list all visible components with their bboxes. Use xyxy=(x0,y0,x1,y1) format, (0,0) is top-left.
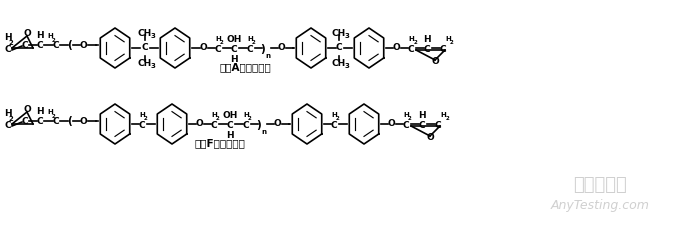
Text: O: O xyxy=(23,106,31,114)
Text: 2: 2 xyxy=(9,116,14,122)
Text: 2: 2 xyxy=(408,115,412,120)
Text: H: H xyxy=(139,112,145,118)
Text: 3: 3 xyxy=(345,33,350,39)
Text: 双酝A型环氧树脂: 双酝A型环氧树脂 xyxy=(219,62,271,72)
Text: H: H xyxy=(4,109,12,118)
Text: O: O xyxy=(273,120,281,128)
Text: CH: CH xyxy=(332,58,346,68)
Text: H: H xyxy=(215,36,221,42)
Text: C: C xyxy=(247,44,254,54)
Text: n: n xyxy=(265,53,271,59)
Text: C: C xyxy=(5,46,12,55)
Text: H: H xyxy=(47,109,53,115)
Text: 3: 3 xyxy=(345,63,350,69)
Text: C: C xyxy=(440,44,446,54)
Text: H: H xyxy=(47,33,53,39)
Text: C: C xyxy=(139,120,146,130)
Text: 2: 2 xyxy=(252,39,256,44)
Text: 2: 2 xyxy=(144,115,148,120)
Text: C: C xyxy=(52,117,59,125)
Text: 3: 3 xyxy=(150,63,156,69)
Text: (: ( xyxy=(67,116,71,126)
Text: 2: 2 xyxy=(336,115,340,120)
Text: O: O xyxy=(199,44,207,52)
Text: H: H xyxy=(445,36,451,42)
Text: H: H xyxy=(4,33,12,43)
Text: OH: OH xyxy=(222,111,238,120)
Text: C: C xyxy=(37,41,44,49)
Text: C: C xyxy=(52,41,59,49)
Text: O: O xyxy=(277,44,285,52)
Text: C: C xyxy=(22,117,29,125)
Text: O: O xyxy=(387,120,395,128)
Text: C: C xyxy=(419,120,425,130)
Text: 2: 2 xyxy=(445,115,449,120)
Text: O: O xyxy=(23,30,31,38)
Text: C: C xyxy=(330,120,337,130)
Text: 2: 2 xyxy=(220,39,224,44)
Text: 2: 2 xyxy=(9,40,14,46)
Text: C: C xyxy=(141,44,148,52)
Text: H: H xyxy=(36,32,44,41)
Text: H: H xyxy=(36,107,44,117)
Text: H: H xyxy=(418,111,426,120)
Text: C: C xyxy=(211,120,218,130)
Text: CH: CH xyxy=(138,28,152,38)
Text: H: H xyxy=(247,36,253,42)
Text: n: n xyxy=(262,129,267,135)
Text: O: O xyxy=(431,57,439,66)
Text: 2: 2 xyxy=(51,114,55,118)
Text: C: C xyxy=(424,44,430,54)
Text: ): ) xyxy=(260,44,265,54)
Text: C: C xyxy=(215,44,221,54)
Text: C: C xyxy=(5,122,12,131)
Text: C: C xyxy=(408,44,414,54)
Text: O: O xyxy=(79,41,87,49)
Text: 2: 2 xyxy=(450,39,454,44)
Text: 嘉峡检测网: 嘉峡检测网 xyxy=(573,176,627,194)
Text: H: H xyxy=(211,112,217,118)
Text: C: C xyxy=(403,120,409,130)
Text: CH: CH xyxy=(138,58,152,68)
Text: (: ( xyxy=(67,40,71,50)
Text: C: C xyxy=(336,44,342,52)
Text: OH: OH xyxy=(226,35,241,44)
Text: CH: CH xyxy=(332,28,346,38)
Text: O: O xyxy=(426,134,434,142)
Text: O: O xyxy=(79,117,87,125)
Text: H: H xyxy=(408,36,414,42)
Text: AnyTesting.com: AnyTesting.com xyxy=(551,199,649,212)
Text: C: C xyxy=(243,120,250,130)
Text: C: C xyxy=(22,41,29,49)
Text: H: H xyxy=(403,112,409,118)
Text: C: C xyxy=(226,120,233,130)
Text: 2: 2 xyxy=(216,115,220,120)
Text: 2: 2 xyxy=(413,39,417,44)
Text: C: C xyxy=(435,120,441,130)
Text: ): ) xyxy=(256,120,261,130)
Text: 双酝F型环氧树脂: 双酝F型环氧树脂 xyxy=(194,138,245,148)
Text: H: H xyxy=(423,35,431,44)
Text: 2: 2 xyxy=(51,38,55,43)
Text: H: H xyxy=(331,112,337,118)
Text: C: C xyxy=(37,117,44,125)
Text: H: H xyxy=(440,112,446,118)
Text: 3: 3 xyxy=(150,33,156,39)
Text: 2: 2 xyxy=(248,115,252,120)
Text: H: H xyxy=(231,55,238,63)
Text: H: H xyxy=(226,131,234,139)
Text: O: O xyxy=(195,120,203,128)
Text: H: H xyxy=(243,112,249,118)
Text: O: O xyxy=(392,44,400,52)
Text: C: C xyxy=(231,44,237,54)
